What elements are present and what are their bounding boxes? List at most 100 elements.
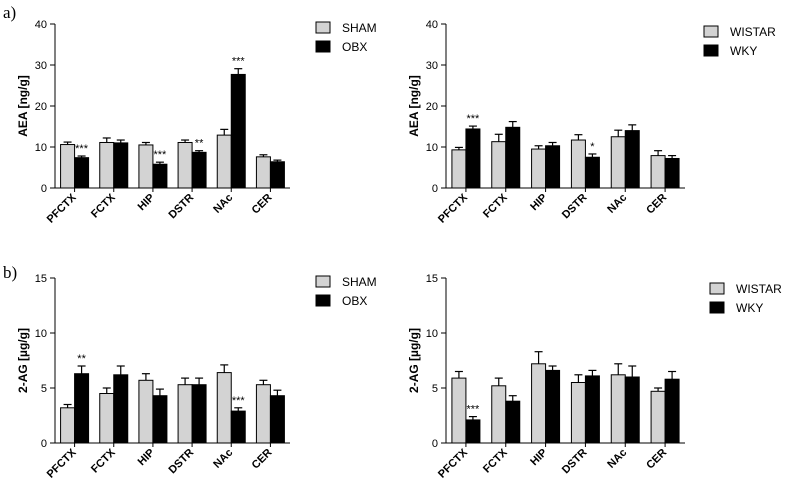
bar-wistar-dstr [570, 139, 586, 189]
legend-label-obx: OBX [342, 40, 367, 54]
y-tick-label: 0 [41, 183, 47, 195]
legend-swatch-obx [315, 294, 331, 307]
bar-sham-dstr [177, 141, 193, 189]
legend-swatch-wky [709, 301, 725, 314]
bar-wky-cer [664, 157, 680, 189]
bar-sham-hip [138, 379, 154, 444]
legend-label-sham: SHAM [342, 275, 377, 289]
y-tick-label: 20 [426, 101, 438, 113]
category-label: HIP [528, 447, 549, 468]
bar-obx-dstr [191, 151, 207, 189]
category-label: PFCTX [45, 191, 79, 225]
legend-label-obx: OBX [342, 294, 367, 308]
legend-label-sham: SHAM [342, 21, 377, 35]
y-tick-label: 5 [432, 383, 438, 395]
legend-swatch-wistar [709, 282, 725, 295]
category-label: PFCTX [45, 446, 79, 480]
legend-label-wky: WKY [736, 301, 763, 315]
y-tick-label: 10 [35, 328, 47, 340]
category-label: PFCTX [436, 446, 470, 480]
significance-marker: ** [77, 353, 86, 365]
bar-obx-hip [152, 395, 168, 444]
bar-obx-fctx [113, 374, 129, 444]
bar-wky-pfctx [465, 419, 481, 444]
significance-marker: *** [75, 143, 89, 155]
category-label: NAc [605, 192, 629, 216]
bar-obx-cer [269, 161, 285, 189]
category-label: HIP [136, 192, 157, 213]
bar-wistar-fctx [491, 141, 507, 189]
chart-aea-sham-obx: 0 10 20 30 40 AEA [ng/g] PFCTX FCTX HIP DSTR NAc CE… [16, 19, 377, 226]
bar-obx-cer [269, 395, 285, 444]
category-label: CER [644, 192, 669, 217]
category-label: CER [250, 447, 275, 472]
category-label: DSTR [167, 192, 197, 222]
bar-wistar-hip [531, 148, 547, 189]
bar-wistar-pfctx [451, 149, 467, 189]
category-label: CER [250, 192, 275, 217]
category-label: HIP [528, 192, 549, 213]
bar-wistar-cer [650, 155, 666, 189]
y-axis-label: AEA [ng/g] [16, 75, 30, 137]
legend-swatch-obx [315, 40, 331, 53]
bar-obx-nac [230, 410, 246, 444]
bar-obx-dstr [191, 384, 207, 444]
category-label: NAc [605, 447, 629, 471]
legend-label-wky: WKY [730, 44, 757, 58]
legend-swatch-sham [315, 21, 331, 34]
bar-wistar-nac [610, 136, 626, 189]
bar-sham-fctx [99, 141, 115, 189]
significance-marker: * [590, 141, 595, 153]
y-tick-label: 30 [426, 60, 438, 72]
y-tick-label: 40 [426, 19, 438, 31]
bar-wky-cer [664, 378, 680, 444]
bar-sham-nac [216, 372, 232, 444]
bar-wistar-pfctx [451, 377, 467, 444]
y-tick-label: 0 [432, 183, 438, 195]
y-tick-label: 30 [35, 60, 47, 72]
y-axis-label: AEA [ng/g] [407, 75, 421, 137]
bar-obx-fctx [113, 142, 129, 189]
y-tick-label: 0 [41, 438, 47, 450]
chart-aea-wistar-wky: 0 10 20 30 40 AEA [ng/g] PFCTX FCTX HIP DSTR NAc CE… [407, 19, 776, 226]
category-label: HIP [136, 447, 157, 468]
bar-sham-cer [255, 384, 271, 444]
y-tick-label: 5 [41, 383, 47, 395]
y-tick-label: 40 [35, 19, 47, 31]
significance-marker: *** [153, 149, 167, 161]
y-tick-label: 15 [426, 273, 438, 285]
legend-swatch-sham [315, 275, 331, 288]
y-axis-label: 2-AG [µg/g] [16, 328, 30, 393]
bar-wky-hip [545, 145, 561, 189]
bar-wky-dstr [584, 156, 600, 189]
category-label: DSTR [560, 192, 590, 222]
chart-2ag-sham-obx: 0 5 10 15 2-AG [µg/g] PFCTX FCTX HIP DSTR NAc CER *… [16, 273, 377, 481]
bar-wky-fctx [505, 400, 521, 444]
bar-obx-pfctx [74, 373, 90, 444]
y-tick-label: 0 [432, 438, 438, 450]
category-label: FCTX [89, 191, 118, 220]
chart-2ag-wistar-wky: 0 5 10 15 2-AG [µg/g] PFCTX FCTX HIP DSTR NAc CER *… [407, 273, 782, 481]
significance-marker: *** [232, 56, 246, 68]
bar-wky-hip [545, 369, 561, 444]
panel-letter-b: b) [3, 263, 17, 282]
y-axis-label: 2-AG [µg/g] [407, 328, 421, 393]
category-label: PFCTX [436, 191, 470, 225]
y-tick-label: 15 [35, 273, 47, 285]
legend-swatch-wistar [703, 25, 719, 38]
bar-sham-nac [216, 134, 232, 189]
bar-obx-hip [152, 163, 168, 189]
category-label: NAc [211, 192, 235, 216]
bar-sham-fctx [99, 393, 115, 444]
legend-swatch-wky [703, 44, 719, 57]
y-tick-label: 10 [35, 142, 47, 154]
bar-wistar-nac [610, 374, 626, 444]
legend-label-wistar: WISTAR [730, 25, 776, 39]
bar-obx-pfctx [74, 157, 90, 189]
significance-marker: ** [195, 138, 204, 150]
bar-sham-pfctx [60, 144, 76, 189]
significance-marker: *** [466, 113, 480, 125]
category-label: FCTX [481, 191, 510, 220]
bar-wistar-cer [650, 390, 666, 444]
